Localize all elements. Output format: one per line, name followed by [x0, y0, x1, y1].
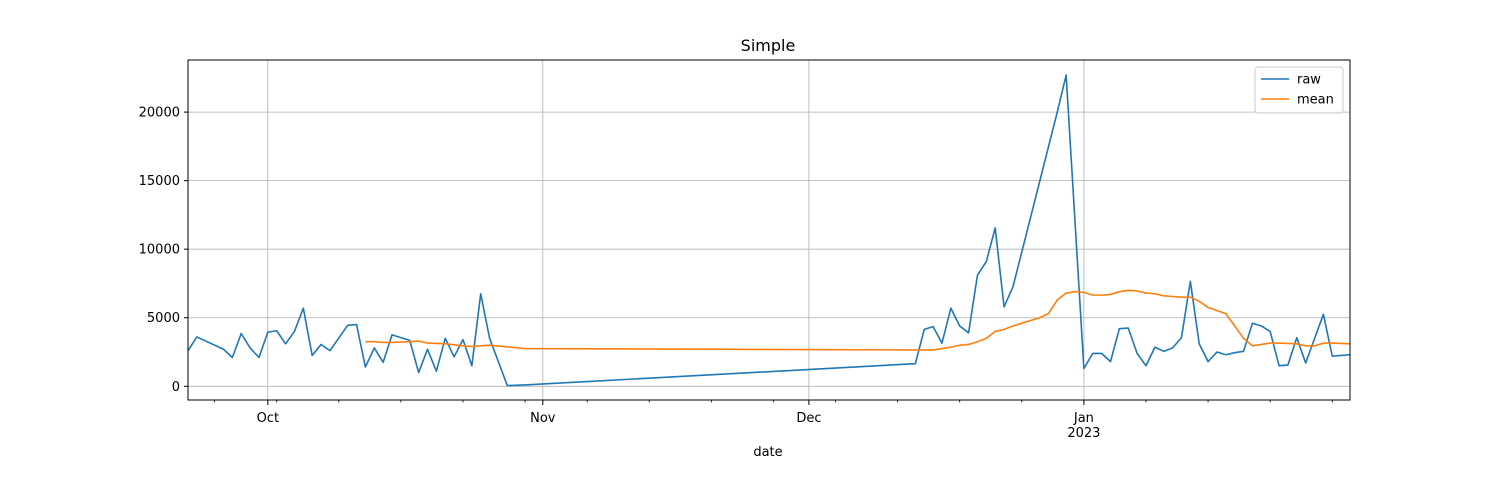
y-tick-label: 10000: [139, 243, 180, 258]
series-line-mean: [365, 289, 1351, 351]
y-tick-label: 20000: [139, 106, 180, 121]
legend-label-raw: raw: [1297, 73, 1321, 88]
y-axis: 0 5000 10000 15000 20000: [139, 106, 188, 395]
legend-label-mean: mean: [1297, 93, 1334, 108]
x-tick-sublabel: 2023: [1067, 426, 1100, 441]
series-line-raw: [187, 74, 1351, 387]
y-tick-label: 5000: [147, 311, 180, 326]
x-axis-label: date: [753, 445, 782, 460]
plot-area-frame: [187, 59, 1351, 401]
x-tick-label: Oct: [257, 411, 279, 426]
x-tick-label: Jan: [1073, 411, 1094, 426]
legend: raw mean: [1254, 66, 1344, 114]
grid-lines: [188, 60, 1350, 400]
x-tick-label: Dec: [796, 411, 821, 426]
chart-title: Simple: [741, 36, 796, 55]
series-lines: [187, 74, 1351, 387]
y-tick-label: 0: [172, 380, 180, 395]
y-tick-label: 15000: [139, 174, 180, 189]
x-tick-label: Nov: [530, 411, 556, 426]
